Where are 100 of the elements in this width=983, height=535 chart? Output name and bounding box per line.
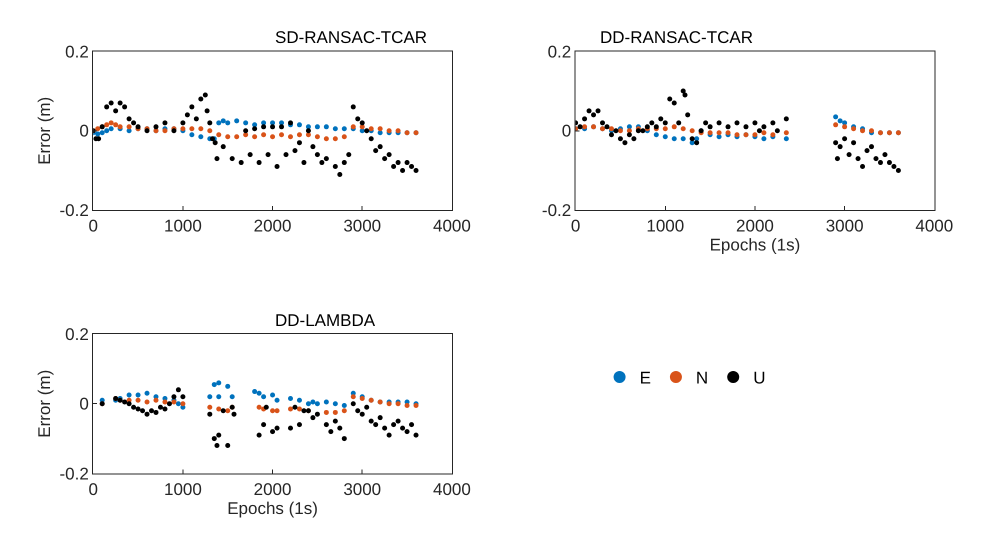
- point: [761, 130, 766, 136]
- point: [288, 134, 293, 140]
- point: [851, 140, 856, 146]
- point: [833, 122, 838, 128]
- x-tick-label: 1000: [164, 480, 202, 499]
- point: [873, 156, 878, 162]
- point: [342, 134, 347, 140]
- point: [176, 401, 181, 406]
- point: [672, 100, 677, 106]
- x-tick-label: 3000: [343, 216, 382, 236]
- x-tick-label: 1000: [646, 216, 684, 236]
- point: [672, 136, 677, 142]
- point: [882, 152, 888, 158]
- point: [672, 124, 677, 130]
- point: [591, 112, 596, 118]
- point: [216, 432, 222, 438]
- point: [292, 404, 298, 410]
- point: [324, 400, 329, 404]
- x-tick-label: 3000: [343, 480, 382, 499]
- point: [342, 402, 347, 408]
- point: [189, 126, 194, 132]
- y-tick-label: -0.2: [542, 201, 572, 220]
- point: [256, 390, 262, 396]
- y-tick-label: 0.2: [65, 325, 89, 344]
- point: [256, 432, 262, 438]
- point: [324, 124, 329, 130]
- point: [667, 96, 672, 102]
- y-tick-label: -0.2: [60, 201, 89, 220]
- point: [342, 436, 347, 442]
- point: [225, 408, 230, 414]
- y-tick-label: 0: [562, 122, 572, 141]
- point: [360, 412, 365, 417]
- point: [618, 136, 623, 142]
- point: [270, 408, 276, 414]
- point: [214, 443, 220, 448]
- point: [324, 136, 329, 142]
- point: [166, 401, 172, 406]
- point: [136, 392, 141, 398]
- x-tick-label: 2000: [254, 480, 292, 499]
- y-tick-label: 0: [79, 394, 89, 414]
- point: [404, 429, 410, 434]
- point: [216, 380, 222, 386]
- point: [662, 134, 668, 140]
- point: [631, 136, 636, 142]
- point: [122, 400, 128, 404]
- chart-title: DD-LAMBDA: [275, 311, 376, 330]
- point: [626, 132, 632, 138]
- point: [306, 401, 311, 406]
- point: [144, 412, 150, 417]
- point: [310, 400, 316, 404]
- point: [198, 126, 204, 132]
- point: [261, 394, 266, 400]
- point: [113, 122, 118, 128]
- point: [690, 128, 695, 134]
- point: [838, 118, 843, 124]
- point: [328, 429, 334, 434]
- point: [896, 168, 901, 174]
- point: [600, 120, 606, 126]
- point: [252, 389, 258, 394]
- point: [582, 116, 588, 122]
- point: [342, 408, 347, 414]
- point: [279, 132, 284, 138]
- point: [834, 156, 840, 162]
- chart-title: DD-RANSAC-TCAR: [600, 28, 753, 47]
- point: [234, 118, 240, 124]
- point: [126, 401, 132, 406]
- point: [140, 408, 146, 414]
- point: [391, 422, 396, 428]
- legend-label: U: [753, 368, 766, 388]
- point: [296, 132, 302, 138]
- point: [342, 126, 347, 132]
- point: [252, 134, 258, 140]
- point: [225, 120, 230, 126]
- point: [414, 432, 419, 438]
- point: [856, 156, 861, 162]
- point: [756, 128, 762, 134]
- point: [162, 406, 168, 412]
- point: [274, 408, 280, 414]
- point: [332, 401, 338, 406]
- point: [261, 422, 266, 428]
- point: [243, 120, 248, 126]
- point: [708, 124, 713, 130]
- point: [274, 398, 280, 403]
- point: [270, 392, 276, 398]
- point: [734, 120, 740, 126]
- point: [126, 124, 132, 130]
- point: [220, 408, 226, 414]
- point: [261, 132, 266, 138]
- point: [314, 134, 320, 140]
- point: [230, 394, 235, 400]
- point: [680, 126, 686, 132]
- point: [108, 120, 114, 126]
- point: [761, 136, 766, 142]
- point: [578, 124, 583, 130]
- point: [864, 148, 870, 154]
- point: [189, 132, 194, 138]
- point: [833, 114, 838, 120]
- point: [256, 404, 262, 410]
- point: [131, 404, 136, 410]
- point: [212, 436, 217, 442]
